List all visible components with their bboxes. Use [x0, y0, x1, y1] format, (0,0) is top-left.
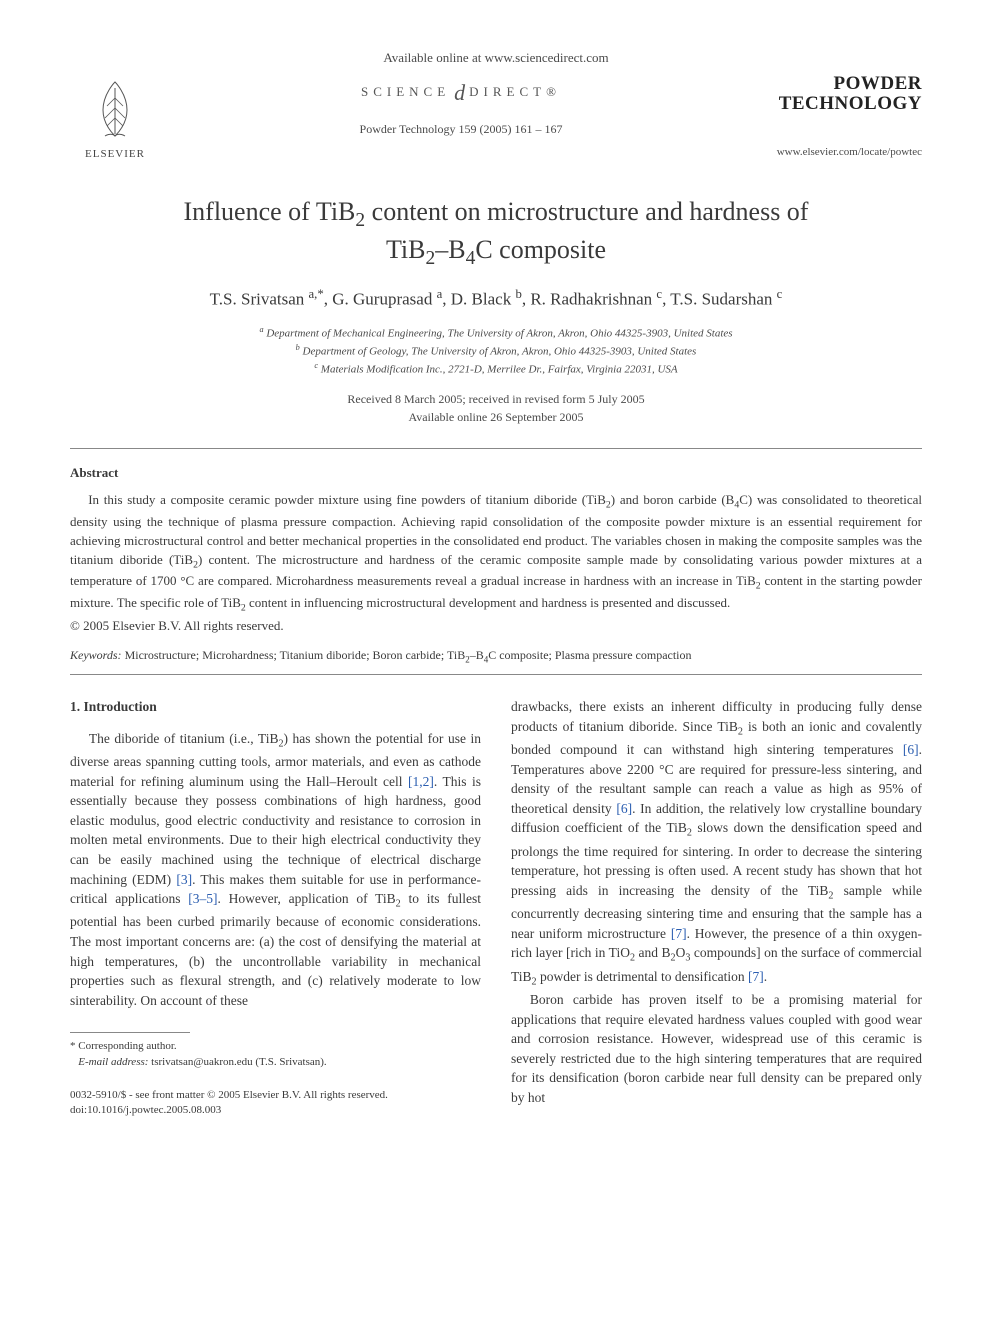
footnote-corresponding: * Corresponding author.	[70, 1039, 481, 1054]
authors: T.S. Srivatsan a,*, G. Guruprasad a, D. …	[70, 287, 922, 310]
journal-title-block: POWDER TECHNOLOGY www.elsevier.com/locat…	[762, 74, 922, 158]
article-title: Influence of TiB2 content on microstruct…	[70, 196, 922, 271]
elsevier-tree-icon	[85, 74, 145, 144]
abstract-heading: Abstract	[70, 465, 922, 481]
column-left: 1. Introduction The diboride of titanium…	[70, 697, 481, 1119]
footer-line1: 0032-5910/$ - see front matter © 2005 El…	[70, 1089, 388, 1101]
intro-paragraph-3: Boron carbide has proven itself to be a …	[511, 990, 922, 1107]
title-p2: content on microstructure and hardness o…	[365, 197, 808, 226]
rule-above-abstract	[70, 448, 922, 449]
sd-left: SCIENCE	[361, 84, 450, 99]
dates-received: Received 8 March 2005; received in revis…	[347, 392, 644, 406]
affiliation-c: Materials Modification Inc., 2721-D, Mer…	[321, 364, 678, 376]
footnote-email-value: tsrivatsan@uakron.edu (T.S. Srivatsan).	[148, 1056, 326, 1068]
journal-title-line2: TECHNOLOGY	[779, 93, 922, 114]
dates-online: Available online 26 September 2005	[408, 410, 583, 424]
section-1-heading: 1. Introduction	[70, 697, 481, 717]
journal-reference: Powder Technology 159 (2005) 161 – 167	[160, 122, 762, 137]
abstract-body: In this study a composite ceramic powder…	[70, 491, 922, 616]
title-p5: C composite	[475, 235, 606, 264]
intro-paragraph-2: drawbacks, there exists an inherent diff…	[511, 697, 922, 990]
sciencedirect-logo: SCIENCE d DIRECT®	[160, 80, 762, 106]
footer-block: 0032-5910/$ - see front matter © 2005 El…	[70, 1088, 481, 1119]
available-online-text: Available online at www.sciencedirect.co…	[70, 50, 922, 66]
keywords: Keywords: Microstructure; Microhardness;…	[70, 648, 922, 664]
footnote-rule	[70, 1032, 190, 1033]
column-right: drawbacks, there exists an inherent diff…	[511, 697, 922, 1119]
title-p3: TiB	[386, 235, 426, 264]
header-row: ELSEVIER SCIENCE d DIRECT® Powder Technolo…	[70, 74, 922, 160]
keywords-text: Microstructure; Microhardness; Titanium …	[122, 648, 692, 662]
affiliation-b: Department of Geology, The University of…	[303, 346, 697, 358]
keywords-label: Keywords:	[70, 648, 122, 662]
publisher-label: ELSEVIER	[70, 148, 160, 160]
affiliations: a Department of Mechanical Engineering, …	[70, 324, 922, 378]
journal-title-line1: POWDER	[834, 73, 923, 94]
sd-right: DIRECT®	[469, 84, 561, 99]
rule-below-keywords	[70, 674, 922, 675]
journal-url: www.elsevier.com/locate/powtec	[762, 146, 922, 158]
footer-line2: doi:10.1016/j.powtec.2005.08.003	[70, 1104, 221, 1116]
publisher-logo-block: ELSEVIER	[70, 74, 160, 160]
page: Available online at www.sciencedirect.co…	[0, 0, 992, 1159]
body-columns: 1. Introduction The diboride of titanium…	[70, 697, 922, 1119]
footnote-email-label: E-mail address:	[78, 1056, 148, 1068]
abstract-copyright: © 2005 Elsevier B.V. All rights reserved…	[70, 618, 922, 634]
intro-paragraph-1: The diboride of titanium (i.e., TiB2) ha…	[70, 729, 481, 1010]
journal-title: POWDER TECHNOLOGY	[762, 74, 922, 114]
footnote-email: E-mail address: tsrivatsan@uakron.edu (T…	[70, 1055, 481, 1070]
sd-at-icon: d	[454, 80, 465, 106]
title-p4: –B	[435, 235, 465, 264]
affiliation-a: Department of Mechanical Engineering, Th…	[266, 327, 732, 339]
header-center: SCIENCE d DIRECT® Powder Technology 159 (2…	[160, 74, 762, 137]
article-dates: Received 8 March 2005; received in revis…	[70, 390, 922, 426]
title-p1: Influence of TiB	[184, 197, 356, 226]
